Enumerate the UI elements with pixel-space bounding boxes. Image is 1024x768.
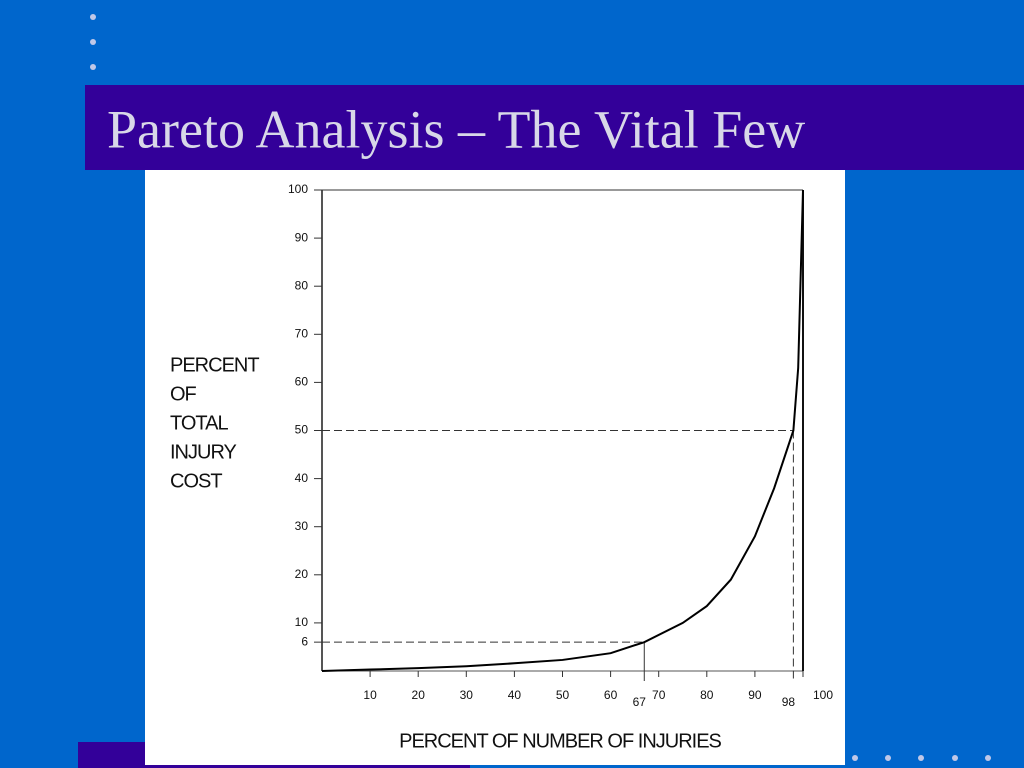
x-tick-label: 80 bbox=[700, 688, 714, 702]
chart-panel bbox=[145, 170, 845, 765]
y-axis-label: TOTAL bbox=[170, 412, 228, 434]
y-axis-label: COST bbox=[170, 470, 222, 492]
y-tick-label: 100 bbox=[288, 182, 308, 196]
y-tick-label: 30 bbox=[295, 519, 309, 533]
x-tick-label: 70 bbox=[652, 688, 666, 702]
y-axis-label: INJURY bbox=[170, 441, 237, 463]
y-axis-label: OF bbox=[170, 383, 197, 405]
y-tick-label: 80 bbox=[295, 278, 309, 292]
y-tick-label: 70 bbox=[295, 326, 309, 340]
x-tick-label: 60 bbox=[604, 688, 618, 702]
x-tick-label: 20 bbox=[412, 688, 426, 702]
chart-title: Pareto Analysis – The Vital Few bbox=[107, 99, 805, 159]
y-tick-label: 60 bbox=[295, 375, 309, 389]
data-line bbox=[321, 189, 804, 672]
y-tick-label: 50 bbox=[295, 423, 309, 437]
y-axis-label: PERCENT bbox=[170, 354, 259, 376]
y-tick-label: 90 bbox=[295, 230, 309, 244]
y-tick-label: 40 bbox=[295, 471, 309, 485]
reference-label: 98 bbox=[782, 695, 796, 709]
bullet-dots bbox=[90, 14, 991, 761]
x-tick-label: 30 bbox=[460, 688, 474, 702]
x-tick-label: 40 bbox=[508, 688, 522, 702]
y-tick-label: 20 bbox=[295, 567, 309, 581]
y-tick-label: 10 bbox=[295, 615, 309, 629]
reference-label: 67 bbox=[633, 695, 647, 709]
y-tick-label: 6 bbox=[301, 634, 308, 648]
x-tick-label: 10 bbox=[363, 688, 377, 702]
title-band bbox=[85, 85, 1024, 170]
x-tick-label: 50 bbox=[556, 688, 570, 702]
x-tick-label: 100 bbox=[813, 688, 833, 702]
x-axis-label: PERCENT OF NUMBER OF INJURIES bbox=[399, 730, 721, 752]
x-tick-label: 90 bbox=[748, 688, 762, 702]
